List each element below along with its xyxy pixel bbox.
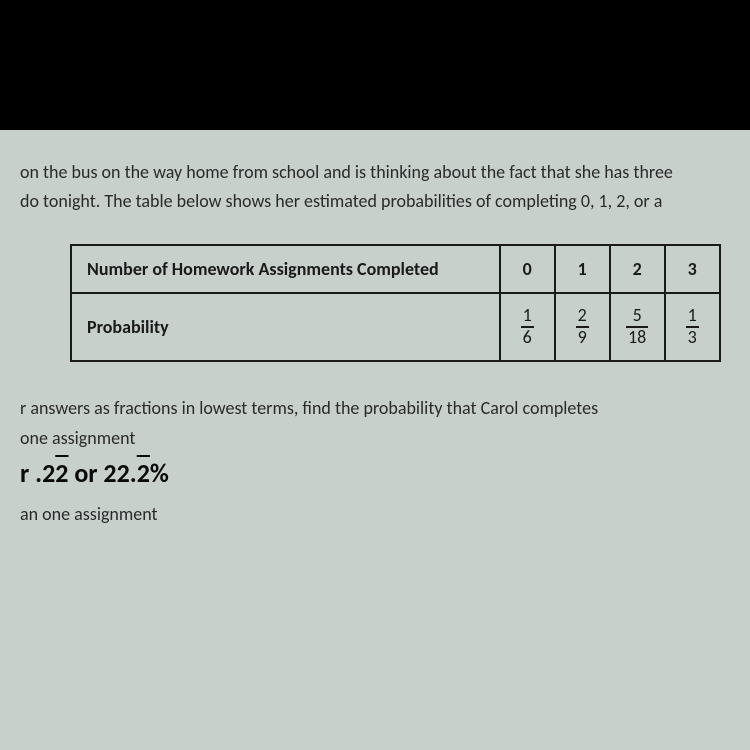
row-header-probability: Probability (71, 293, 500, 361)
fraction-icon: 5 18 (626, 306, 648, 348)
question-part-b: an one assignment (20, 503, 730, 525)
prob-cell-1: 2 9 (555, 293, 610, 361)
question-part-a: one assignment (20, 427, 730, 449)
col-header-0: 0 (500, 245, 555, 293)
table-row: Number of Homework Assignments Completed… (71, 245, 720, 293)
col-header-2: 2 (610, 245, 665, 293)
statement-line-2: do tonight. The table below shows her es… (20, 189, 730, 214)
prob-cell-2: 5 18 (610, 293, 665, 361)
prob-cell-0: 1 6 (500, 293, 555, 361)
question-prompt: r answers as fractions in lowest terms, … (20, 397, 730, 419)
table-row: Probability 1 6 2 9 5 18 (71, 293, 720, 361)
row-header-assignments: Number of Homework Assignments Completed (71, 245, 500, 293)
col-header-3: 3 (665, 245, 720, 293)
probability-table: Number of Homework Assignments Completed… (70, 244, 721, 362)
problem-statement: on the bus on the way home from school a… (20, 160, 730, 214)
fraction-icon: 1 3 (686, 306, 699, 348)
document-page: on the bus on the way home from school a… (0, 130, 750, 750)
fraction-icon: 1 6 (521, 306, 534, 348)
prob-cell-3: 1 3 (665, 293, 720, 361)
col-header-1: 1 (555, 245, 610, 293)
statement-line-1: on the bus on the way home from school a… (20, 160, 730, 185)
answer-a: r .22 or 22.2% (20, 457, 730, 489)
fraction-icon: 2 9 (576, 306, 589, 348)
